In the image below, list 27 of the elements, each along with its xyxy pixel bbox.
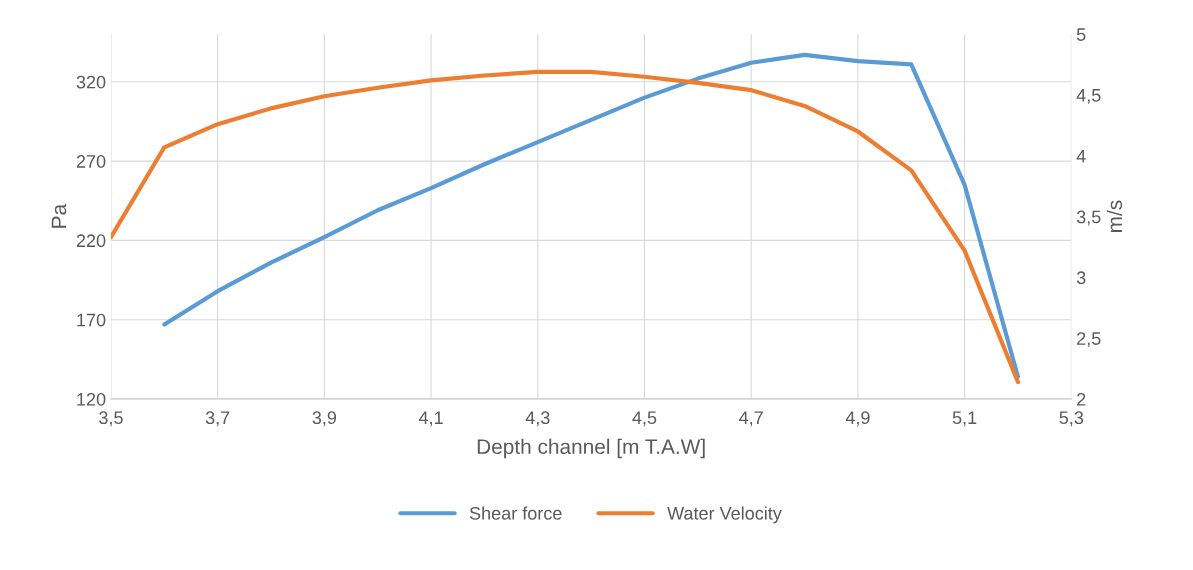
y2-tick-label: 2 xyxy=(1077,392,1086,406)
x-tick-label: 4,9 xyxy=(845,411,870,427)
y2-tick-label: 3,5 xyxy=(1076,210,1101,226)
x-tick-label: 4,5 xyxy=(632,411,657,427)
y-tick-label: 220 xyxy=(76,234,106,248)
y2-tick-label: 2,5 xyxy=(1077,332,1101,348)
y2-tick-label: 4,5 xyxy=(1076,89,1101,104)
x-tick-label: 3,7 xyxy=(205,411,230,427)
y-tick-label: 170 xyxy=(77,313,106,327)
legend-label: Water Velocity xyxy=(667,506,782,524)
x-tick-label: 5,1 xyxy=(952,411,977,427)
y-axis-title: Pa xyxy=(51,203,67,228)
x-tick-label: 5,3 xyxy=(1059,411,1084,427)
x-tick-label: 3,9 xyxy=(312,411,337,427)
y-tick-label: 270 xyxy=(76,155,106,168)
y2-tick-label: 5 xyxy=(1076,28,1086,41)
y-tick-label: 320 xyxy=(76,75,106,89)
x-tick-label: 4,1 xyxy=(418,411,443,427)
x-axis-title: Depth channel [m T.A.W] xyxy=(477,438,705,459)
y2-axis-title: m/s xyxy=(1106,200,1123,232)
y-tick-label: 120 xyxy=(77,392,106,406)
x-tick-label: 4,7 xyxy=(739,411,763,427)
x-tick-label: 4,3 xyxy=(525,411,550,427)
x-tick-label: 3,5 xyxy=(99,411,123,427)
y2-tick-label: 4 xyxy=(1076,149,1086,163)
y2-tick-label: 3 xyxy=(1076,271,1086,285)
legend-label: Shear force xyxy=(469,506,562,520)
